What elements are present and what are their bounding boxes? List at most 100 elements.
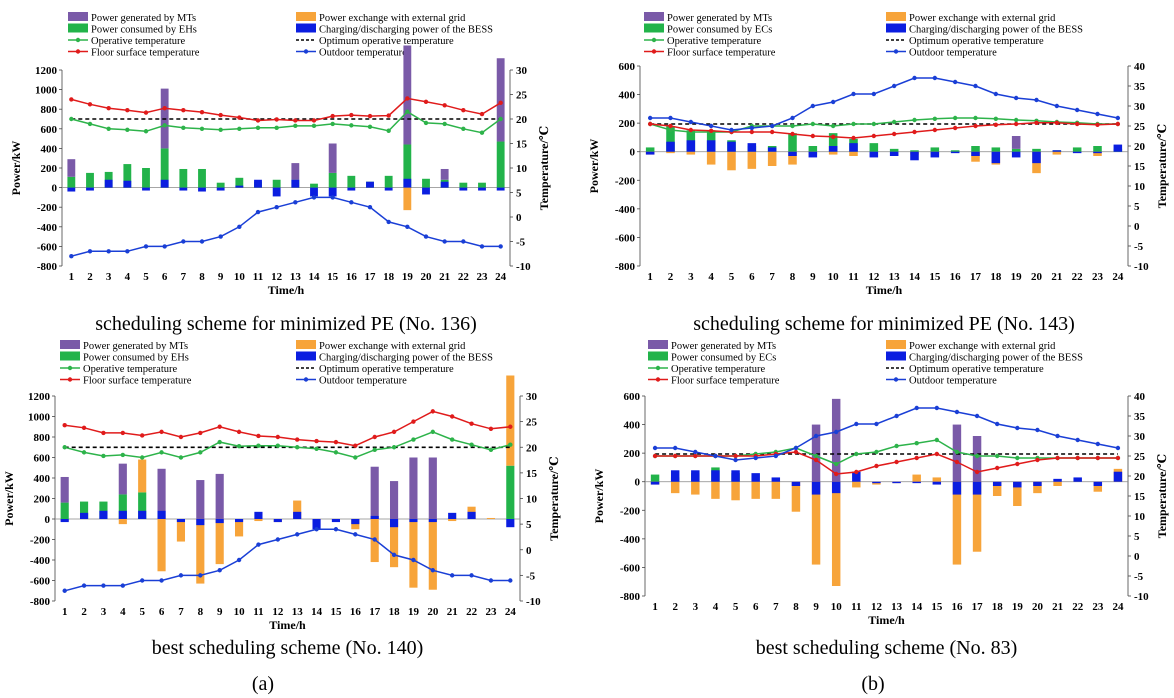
legend-item: Operative temperature [68,36,185,47]
chart-panel-4: Power generated by MTs Power exchange wit… [592,340,1169,659]
x-tick-label: 9 [218,271,224,283]
point-operative [914,441,919,446]
point-outdoor [159,578,164,583]
bar-mt [440,168,449,180]
legend-item: Power generated by MTs [648,340,776,352]
y-tick-label: -400 [37,222,58,234]
bar-grid [727,151,736,171]
bar-consumed [930,147,940,152]
point-floor [688,127,694,133]
bar-grid [176,519,186,542]
legend-item: Power exchange with external grid [296,12,466,24]
point-floor [69,97,74,102]
bar-consumed [198,168,206,188]
bar-grid [831,481,841,586]
point-operative [449,437,455,442]
point-operative [974,453,980,459]
y2-tick-label: 30 [526,391,538,403]
x-tick-label: 3 [101,606,107,618]
point-operative [353,455,358,460]
x-tick-label: 12 [868,271,880,283]
point-outdoor [672,445,678,451]
y-tick-label: -400 [615,204,636,216]
bar-bess [384,187,393,191]
y2-tick-label: -10 [1134,591,1149,603]
bar-grid [706,151,716,165]
x-tick-label: 8 [198,606,204,618]
bar-consumed [808,146,818,152]
bar-consumed [422,178,430,188]
point-floor [488,426,494,431]
bar-bess [910,151,919,161]
y-tick-label: -600 [620,562,641,574]
point-operative [199,126,205,131]
legend-swatch [648,340,668,349]
point-floor [120,430,126,436]
point-operative [479,130,485,135]
point-outdoor [275,537,281,542]
point-floor [769,129,775,135]
bar-mt [496,58,505,142]
x-tick-label: 8 [793,601,799,613]
point-outdoor [62,588,67,593]
legend-marker [651,49,657,54]
x-tick-label: 16 [350,606,362,618]
y-tick-label: 200 [619,118,636,130]
bar-consumed [478,182,486,188]
x-tick-label: 2 [668,271,674,283]
y-tick-label: 1200 [35,65,58,77]
bar-grid [1093,481,1103,492]
point-outdoor [488,578,494,583]
point-operative [217,439,222,445]
y-tick-label: 800 [34,432,51,444]
x-tick-label: 14 [911,601,923,613]
point-outdoor [274,205,279,210]
bar-bess [403,178,412,188]
bar-grid [506,375,515,466]
bar-bess [731,470,740,482]
point-floor [1095,455,1101,461]
x-tick-label: 11 [851,601,861,613]
point-operative [237,126,242,131]
point-outdoor [1034,97,1039,103]
legend-item: Power exchange with external grid [886,340,1056,352]
y-tick-label: -200 [620,505,641,517]
panel-caption: best scheduling scheme (No. 83) [756,637,1018,659]
bar-grid [731,481,740,501]
point-floor [1015,461,1020,467]
point-floor [314,438,319,444]
point-floor [1115,455,1121,461]
series-floor-temperature [650,122,1118,139]
x-tick-label: 20 [1032,601,1044,613]
point-floor [479,111,485,117]
x-tick-label: 3 [693,601,699,613]
point-outdoor [974,413,980,419]
x-tick-label: 10 [831,601,843,613]
bar-mt [328,143,337,173]
bar-bess [254,511,263,519]
bar-bess [1093,151,1102,154]
bar-grid [293,500,302,519]
point-floor [793,449,799,455]
bar-bess [60,519,69,523]
point-operative [330,121,335,127]
bar-grid [118,519,127,525]
point-outdoor [914,405,919,411]
point-floor [1013,121,1019,127]
legend-swatch [648,351,668,361]
point-operative [430,429,436,435]
point-floor [372,434,377,440]
point-operative [294,445,300,450]
bar-consumed [99,501,108,519]
bar-bess [872,481,881,484]
x-tick-label: 21 [439,271,450,283]
bar-bess [459,187,468,191]
y2-tick-label: 25 [526,417,538,429]
point-operative [891,119,897,125]
point-outdoor [311,195,317,200]
point-outdoor [405,224,410,229]
point-floor [693,453,698,459]
x-tick-label: 22 [1072,271,1084,283]
point-outdoor [353,532,358,537]
bar-bess [706,140,716,152]
